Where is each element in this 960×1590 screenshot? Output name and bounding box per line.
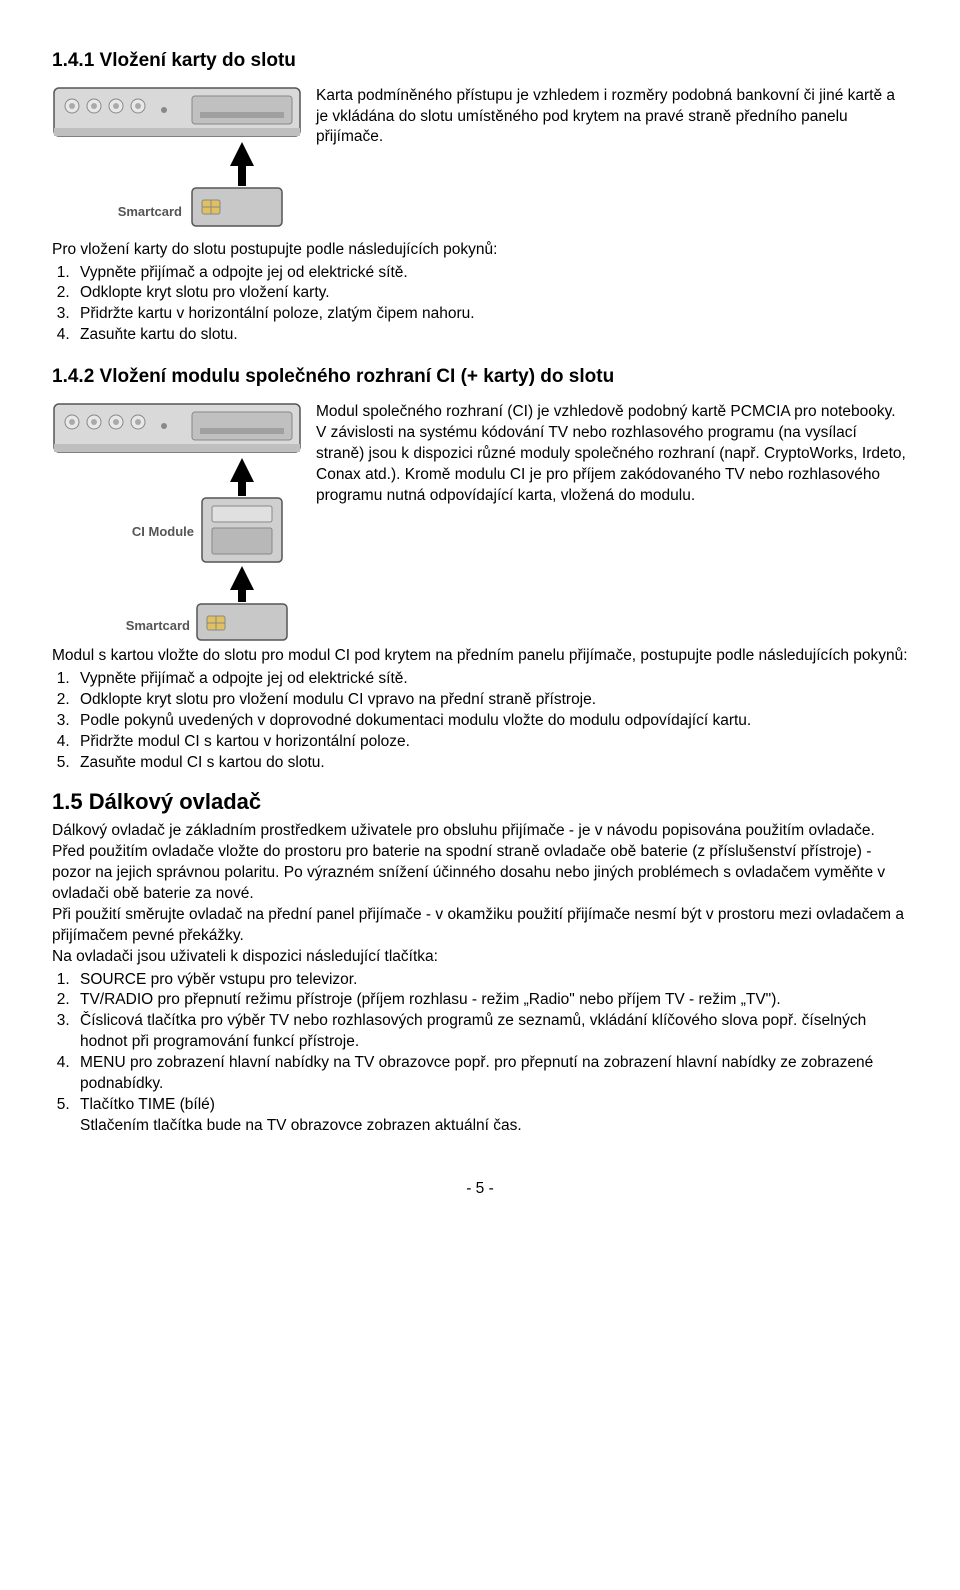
sec1-step4: Zasuňte kartu do slotu. <box>74 325 908 346</box>
label-ci-module: CI Module <box>132 524 194 539</box>
label-smartcard: Smartcard <box>118 204 182 219</box>
sec3-li3: Číslicová tlačítka pro výběr TV nebo roz… <box>74 1011 908 1053</box>
heading-1-5: 1.5 Dálkový ovladač <box>52 787 908 817</box>
sec1-lead: Pro vložení karty do slotu postupujte po… <box>52 240 908 261</box>
sec2-step4: Přidržte modul CI s kartou v horizontáln… <box>74 732 908 753</box>
sec3-p2: Před použitím ovladače vložte do prostor… <box>52 842 908 905</box>
figure-ci-module: CI Module Smartcard <box>52 402 302 642</box>
sec3-li1: SOURCE pro výběr vstupu pro televizor. <box>74 970 908 991</box>
sec3-li5b: Stlačením tlačítka bude na TV obrazovce … <box>80 1117 522 1134</box>
sec3-li5: Tlačítko TIME (bílé) Stlačením tlačítka … <box>74 1095 908 1137</box>
sec1-step1: Vypněte přijímač a odpojte jej od elektr… <box>74 263 908 284</box>
sec1-steps: Vypněte přijímač a odpojte jej od elektr… <box>52 263 908 347</box>
sec3-p3: Při použití směrujte ovladač na přední p… <box>52 905 908 947</box>
sec2-step1: Vypněte přijímač a odpojte jej od elektr… <box>74 669 908 690</box>
sec3-li5a: Tlačítko TIME (bílé) <box>80 1096 215 1113</box>
label-smartcard-2: Smartcard <box>126 618 190 633</box>
sec2-steps: Vypněte přijímač a odpojte jej od elektr… <box>52 669 908 774</box>
figure-smartcard: Smartcard <box>52 86 302 236</box>
sec1-step3: Přidržte kartu v horizontální poloze, zl… <box>74 304 908 325</box>
sec3-p1: Dálkový ovladač je základním prostředkem… <box>52 821 908 842</box>
sec2-step5: Zasuňte modul CI s kartou do slotu. <box>74 753 908 774</box>
sec2-after: Modul s kartou vložte do slotu pro modul… <box>52 646 908 667</box>
heading-1-4-2: 1.4.2 Vložení modulu společného rozhraní… <box>52 364 908 390</box>
sec3-list: SOURCE pro výběr vstupu pro televizor. T… <box>52 970 908 1137</box>
sec2-step3: Podle pokynů uvedených v doprovodné doku… <box>74 711 908 732</box>
sec1-step2: Odklopte kryt slotu pro vložení karty. <box>74 283 908 304</box>
sec3-li2: TV/RADIO pro přepnutí režimu přístroje (… <box>74 990 908 1011</box>
sec2-step2: Odklopte kryt slotu pro vložení modulu C… <box>74 690 908 711</box>
page-number: - 5 - <box>52 1179 908 1200</box>
heading-1-4-1: 1.4.1 Vložení karty do slotu <box>52 48 908 74</box>
sec3-li4: MENU pro zobrazení hlavní nabídky na TV … <box>74 1053 908 1095</box>
sec3-p4: Na ovladači jsou uživateli k dispozici n… <box>52 947 908 968</box>
